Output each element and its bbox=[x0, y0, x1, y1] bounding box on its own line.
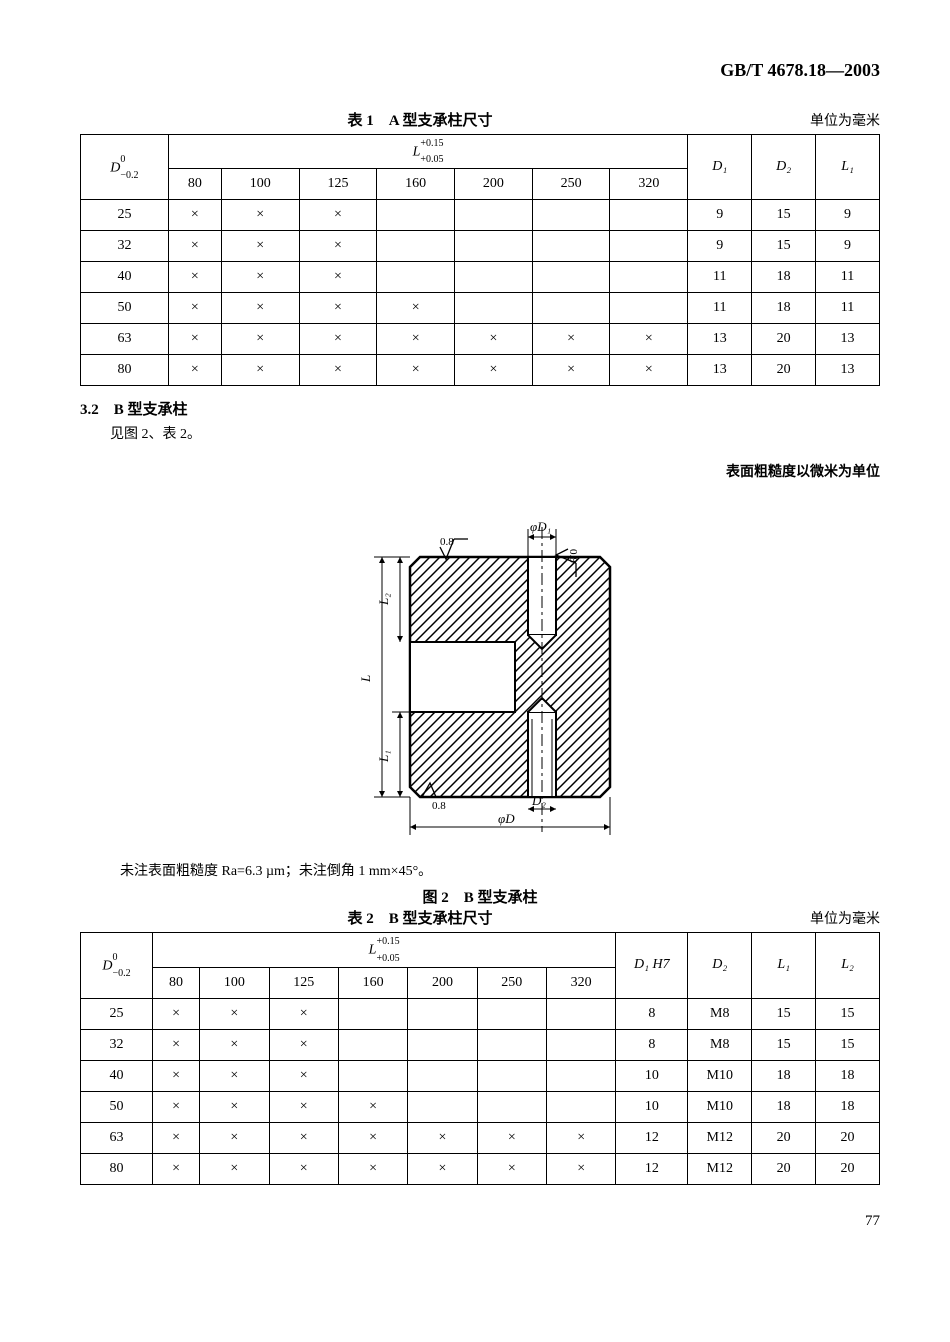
table-row: 63×××××××132013 bbox=[81, 324, 880, 355]
section-3-2-text: 见图 2、表 2。 bbox=[110, 423, 880, 443]
table-row: 80×××××××132013 bbox=[81, 355, 880, 386]
t2-d-upper: 0 bbox=[112, 952, 117, 963]
fig-dim-phid: φD bbox=[498, 811, 515, 826]
fig-dim-l1: L₁ bbox=[376, 751, 391, 764]
t1-l-lower: +0.05 bbox=[420, 154, 443, 165]
fig-ra-bottom: 0.8 bbox=[432, 800, 446, 812]
fig-ra-side: 0.8 bbox=[567, 549, 579, 563]
t1-h-l1: L₁ bbox=[841, 159, 854, 174]
standard-number: GB/T 4678.18—2003 bbox=[80, 60, 880, 81]
table2-unit: 单位为毫米 bbox=[760, 908, 880, 928]
table-row: 25×××9159 bbox=[81, 200, 880, 231]
t2-l-lower: +0.05 bbox=[376, 953, 399, 964]
t2-lcol: 320 bbox=[546, 967, 615, 998]
table1: D0−0.2 L+0.15+0.05 D₁ D₂ L₁ 801001251602… bbox=[80, 134, 880, 386]
table-row: 50××××111811 bbox=[81, 293, 880, 324]
table1-unit: 单位为毫米 bbox=[760, 110, 880, 130]
t1-lcol: 200 bbox=[455, 169, 533, 200]
table-row: 32×××9159 bbox=[81, 231, 880, 262]
t2-lcol: 160 bbox=[338, 967, 407, 998]
t1-lcol: 80 bbox=[168, 169, 221, 200]
table2: D0−0.2 L+0.15+0.05 D₁ H7 D₂ L₁ L₂ 801001… bbox=[80, 932, 880, 1184]
t2-lcol: 80 bbox=[152, 967, 199, 998]
t2-lcol: 200 bbox=[408, 967, 477, 998]
t2-l-upper: +0.15 bbox=[376, 936, 399, 947]
section-3-2-heading: 3.2 B 型支承柱 bbox=[80, 398, 880, 419]
t2-lcol: 100 bbox=[200, 967, 269, 998]
table-row: 40×××111811 bbox=[81, 262, 880, 293]
table-row: 32×××8M81515 bbox=[81, 1029, 880, 1060]
page-number: 77 bbox=[80, 1213, 880, 1230]
table-row: 80×××××××12M122020 bbox=[81, 1153, 880, 1184]
table-row: 40×××10M101818 bbox=[81, 1060, 880, 1091]
table-row: 50××××10M101818 bbox=[81, 1091, 880, 1122]
t2-d-lower: −0.2 bbox=[112, 968, 130, 979]
table-row: 63×××××××12M122020 bbox=[81, 1122, 880, 1153]
fig-dim-l: L bbox=[358, 675, 373, 683]
table1-title: 表 1 A 型支承柱尺寸 bbox=[80, 109, 760, 130]
t2-lcol: 250 bbox=[477, 967, 546, 998]
t2-h-d2: D₂ bbox=[712, 957, 727, 972]
roughness-unit-note: 表面粗糙度以微米为单位 bbox=[80, 461, 880, 481]
t1-lcol: 100 bbox=[221, 169, 299, 200]
t1-lcol: 250 bbox=[532, 169, 610, 200]
t1-h-d2: D₂ bbox=[776, 159, 791, 174]
fig-ra-top: 0.8 bbox=[440, 536, 454, 548]
t2-h-d1: D₁ H7 bbox=[634, 957, 670, 972]
t1-lcol: 320 bbox=[610, 169, 688, 200]
t1-d-upper: 0 bbox=[120, 154, 125, 165]
t1-l-upper: +0.15 bbox=[420, 138, 443, 149]
fig-dim-d2: D₂ bbox=[531, 793, 546, 808]
table2-title: 表 2 B 型支承柱尺寸 bbox=[80, 907, 760, 928]
fig-dim-l2: L₂ bbox=[376, 593, 391, 606]
t2-lcol: 125 bbox=[269, 967, 338, 998]
t2-h-l1: L₁ bbox=[777, 957, 790, 972]
figure-2-note: 未注表面粗糙度 Ra=6.3 µm；未注倒角 1 mm×45°。 bbox=[120, 860, 880, 880]
fig-dim-phid1: φD₁ bbox=[530, 519, 551, 534]
table-row: 25×××8M81515 bbox=[81, 998, 880, 1029]
t1-lcol: 160 bbox=[377, 169, 455, 200]
t2-h-l2: L₂ bbox=[841, 957, 854, 972]
t1-lcol: 125 bbox=[299, 169, 377, 200]
figure-2: φD₁ φD D₂ L L₂ L₁ 0.8 0.8 0.8 bbox=[80, 487, 880, 852]
figure-2-caption: 图 2 B 型支承柱 bbox=[80, 886, 880, 907]
t1-h-d1: D₁ bbox=[712, 159, 727, 174]
t1-d-lower: −0.2 bbox=[120, 170, 138, 181]
